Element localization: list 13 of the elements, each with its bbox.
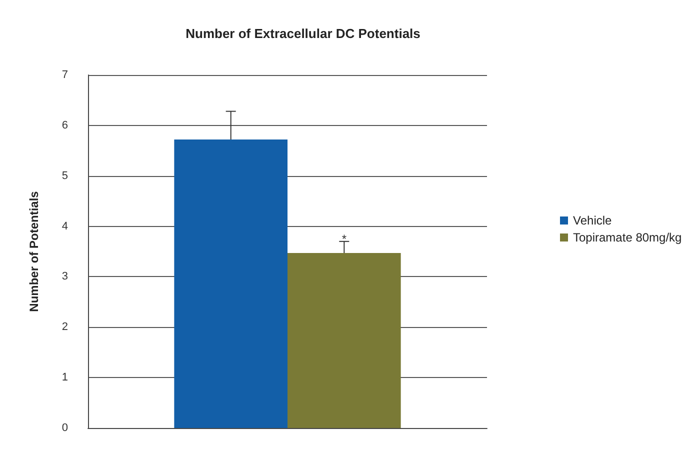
y-tick-label: 1: [62, 372, 68, 384]
y-tick-label: 3: [62, 270, 68, 283]
y-tick-label: 5: [62, 170, 68, 182]
y-axis-title: Number of Potentials: [27, 190, 41, 312]
y-tick-label: 4: [62, 220, 68, 232]
annotation: *: [342, 232, 347, 246]
legend-label: Topiramate 80mg/kg: [573, 230, 682, 244]
legend-label: Vehicle: [573, 214, 612, 228]
y-tick-label: 6: [62, 119, 68, 132]
y-tick-label: 2: [62, 321, 68, 334]
chart-title: Number of Extracellular DC Potentials: [186, 26, 420, 41]
y-tick-label: 7: [62, 69, 68, 81]
y-tick-label: 0: [62, 422, 68, 434]
